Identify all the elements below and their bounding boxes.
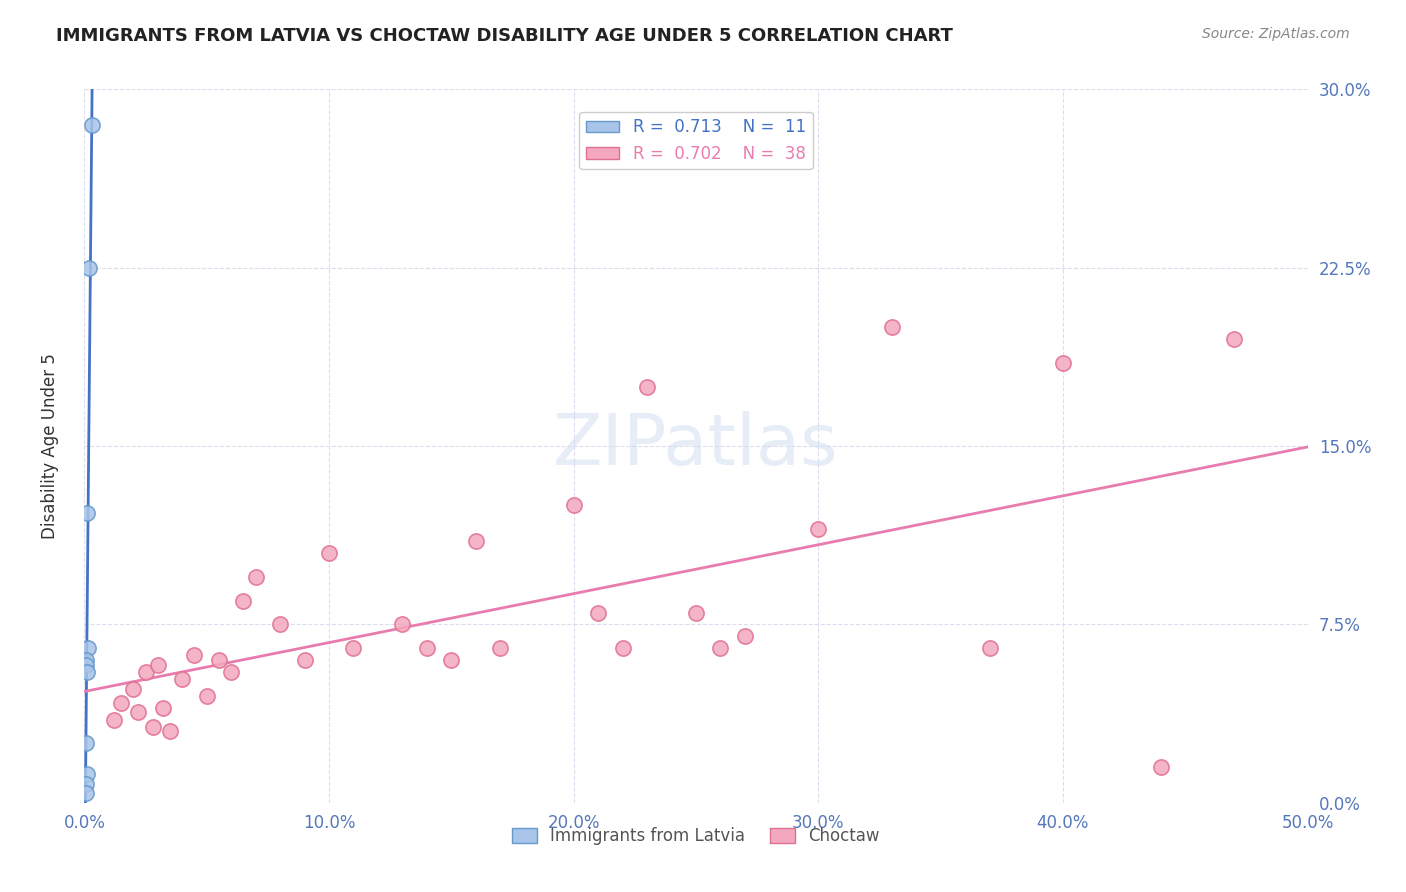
- Point: [127, 706, 149, 720]
- Text: Source: ZipAtlas.com: Source: ZipAtlas.com: [1202, 27, 1350, 41]
- Point: [75, 736, 97, 750]
- Y-axis label: Disability Age Under 5: Disability Age Under 5: [41, 353, 59, 539]
- Text: ZIPatlas: ZIPatlas: [553, 411, 839, 481]
- Point: [269, 617, 291, 632]
- Point: [208, 653, 231, 667]
- Point: [294, 653, 316, 667]
- Point: [103, 713, 125, 727]
- Point: [245, 570, 267, 584]
- Point: [77, 641, 100, 656]
- Point: [77, 260, 100, 275]
- Point: [75, 786, 97, 800]
- Point: [586, 606, 609, 620]
- Point: [1052, 356, 1074, 370]
- Point: [440, 653, 463, 667]
- Point: [807, 522, 830, 536]
- Point: [76, 506, 98, 520]
- Point: [489, 641, 512, 656]
- Point: [75, 777, 97, 791]
- Point: [318, 546, 340, 560]
- Point: [391, 617, 413, 632]
- Point: [1150, 760, 1173, 774]
- Point: [172, 672, 194, 686]
- Point: [75, 653, 97, 667]
- Point: [219, 665, 242, 679]
- Point: [76, 665, 98, 679]
- Point: [159, 724, 181, 739]
- Legend: Immigrants from Latvia, Choctaw: Immigrants from Latvia, Choctaw: [505, 821, 887, 852]
- Point: [152, 700, 174, 714]
- Point: [183, 648, 205, 663]
- Point: [75, 657, 97, 672]
- Text: IMMIGRANTS FROM LATVIA VS CHOCTAW DISABILITY AGE UNDER 5 CORRELATION CHART: IMMIGRANTS FROM LATVIA VS CHOCTAW DISABI…: [56, 27, 953, 45]
- Point: [636, 379, 658, 393]
- Point: [685, 606, 707, 620]
- Point: [464, 534, 486, 549]
- Point: [979, 641, 1001, 656]
- Point: [342, 641, 364, 656]
- Point: [232, 593, 254, 607]
- Point: [195, 689, 218, 703]
- Point: [110, 696, 132, 710]
- Point: [122, 681, 145, 696]
- Point: [146, 657, 169, 672]
- Point: [734, 629, 756, 643]
- Point: [80, 118, 103, 132]
- Point: [612, 641, 634, 656]
- Point: [135, 665, 157, 679]
- Point: [1223, 332, 1246, 346]
- Point: [76, 767, 98, 781]
- Point: [709, 641, 731, 656]
- Point: [880, 320, 903, 334]
- Point: [562, 499, 585, 513]
- Point: [416, 641, 439, 656]
- Point: [142, 720, 165, 734]
